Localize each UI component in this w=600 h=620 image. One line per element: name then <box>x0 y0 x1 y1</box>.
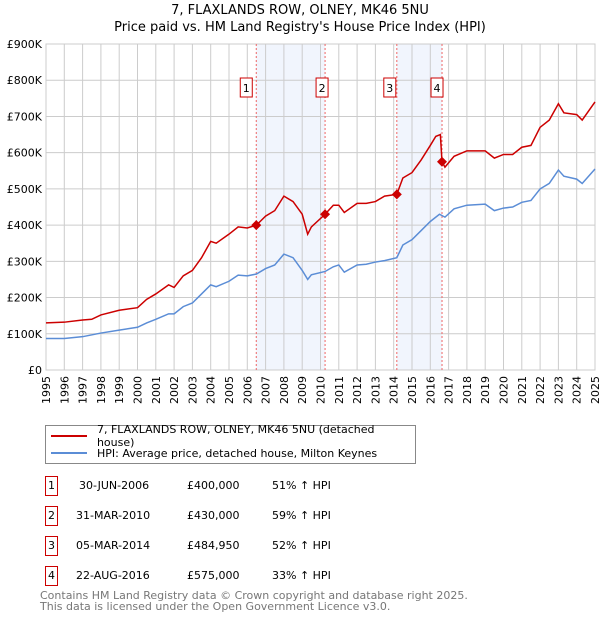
y-tick-label: £0 <box>28 364 42 377</box>
x-tick-label: 2011 <box>333 376 346 404</box>
x-tick-label: 2001 <box>150 376 163 404</box>
transaction-hpi-diff: 33% ↑ HPI <box>272 569 331 582</box>
transaction-date: 05-MAR-2014 <box>76 539 151 552</box>
transaction-number: 4 <box>45 566 58 586</box>
shaded-range <box>396 44 443 370</box>
x-tick-label: 2015 <box>406 376 419 404</box>
footer-line: Contains HM Land Registry data © Crown c… <box>40 589 468 602</box>
transaction-row: 2 31-MAR-2010 £430,000 59% ↑ HPI <box>45 506 445 526</box>
y-tick-label: £300K <box>7 255 43 268</box>
transaction-number: 3 <box>45 536 58 556</box>
transaction-row: 1 30-JUN-2006 £400,000 51% ↑ HPI <box>45 476 445 496</box>
x-tick-label: 2014 <box>388 376 401 404</box>
x-tick-label: 2007 <box>260 376 273 404</box>
x-tick-label: 2022 <box>534 376 547 404</box>
transaction-row: 3 05-MAR-2014 £484,950 52% ↑ HPI <box>45 536 445 556</box>
plot-frame <box>45 43 596 371</box>
x-tick-label: 2006 <box>241 376 254 404</box>
x-tick-label: 2000 <box>132 376 145 404</box>
x-tick-label: 2004 <box>205 376 218 404</box>
x-tick-label: 2020 <box>498 376 511 404</box>
transaction-marker <box>391 189 402 200</box>
chart-subtitle: Price paid vs. HM Land Registry's House … <box>114 20 486 35</box>
legend-item-property: 7, FLAXLANDS ROW, OLNEY, MK46 5NU (detac… <box>51 423 415 449</box>
y-tick-label: £600K <box>7 147 43 160</box>
y-tick-label: £800K <box>7 74 43 87</box>
legend: 7, FLAXLANDS ROW, OLNEY, MK46 5NU (detac… <box>45 423 416 464</box>
x-tick-label: 2019 <box>479 376 492 404</box>
transaction-hpi-diff: 59% ↑ HPI <box>272 509 331 522</box>
x-tick-label: 2021 <box>516 376 529 404</box>
transaction-label-box <box>430 77 444 98</box>
transaction-label-box <box>383 77 397 98</box>
x-tick-label: 1998 <box>95 376 108 404</box>
transaction-label: 3 <box>386 82 393 95</box>
x-tick-label: 1999 <box>113 376 126 404</box>
footer-line: This data is licensed under the Open Gov… <box>40 600 391 613</box>
transaction-price: £430,000 <box>187 509 240 522</box>
x-tick-label: 1996 <box>58 376 71 404</box>
x-tick-label: 1997 <box>77 376 90 404</box>
x-tick-label: 2005 <box>223 376 236 404</box>
x-tick-label: 2010 <box>315 376 328 404</box>
chart-plot: 1995 1996 1997 1998 1999 2000 2001 2002 2003 2004… <box>7 38 600 404</box>
transaction-date: 30-JUN-2006 <box>79 479 150 492</box>
x-tick-label: 2013 <box>369 376 382 404</box>
x-tick-label: 2016 <box>424 376 437 404</box>
transaction-date: 22-AUG-2016 <box>76 569 150 582</box>
y-tick-label: £100K <box>7 328 43 341</box>
transaction-price: £484,950 <box>187 539 240 552</box>
transaction-hpi-diff: 51% ↑ HPI <box>272 479 331 492</box>
x-tick-label: 2024 <box>571 376 584 404</box>
transaction-label-box <box>239 77 253 98</box>
x-tick-label: 2025 <box>589 376 600 404</box>
x-tick-label: 2002 <box>168 376 181 404</box>
x-tick-label: 2008 <box>278 376 291 404</box>
transaction-hpi-diff: 52% ↑ HPI <box>272 539 331 552</box>
transaction-price: £575,000 <box>187 569 240 582</box>
transaction-number: 2 <box>45 506 58 526</box>
legend-item-hpi: HPI: Average price, detached house, Milt… <box>51 445 377 461</box>
y-tick-label: £900K <box>7 38 43 51</box>
x-tick-label: 2003 <box>186 376 199 404</box>
transaction-label-box <box>315 77 329 98</box>
y-tick-label: £400K <box>7 219 43 232</box>
transaction-marker <box>320 209 331 220</box>
transaction-number: 1 <box>45 476 58 496</box>
legend-swatch <box>51 452 87 454</box>
x-tick-label: 2017 <box>443 376 456 404</box>
transaction-label: 1 <box>243 82 250 95</box>
transaction-label: 4 <box>434 82 441 95</box>
x-tick-label: 2009 <box>296 376 309 404</box>
transaction-marker <box>251 220 262 231</box>
transaction-marker <box>437 156 448 167</box>
x-tick-label: 2023 <box>552 376 565 404</box>
transaction-row: 4 22-AUG-2016 £575,000 33% ↑ HPI <box>45 566 445 586</box>
transaction-label: 2 <box>319 82 326 95</box>
hpi-line <box>46 168 596 340</box>
transaction-price: £400,000 <box>187 479 240 492</box>
legend-label: 7, FLAXLANDS ROW, OLNEY, MK46 5NU (detac… <box>96 423 375 449</box>
x-tick-label: 2018 <box>461 376 474 404</box>
property-line <box>45 101 596 324</box>
y-tick-label: £200K <box>7 292 43 305</box>
legend-swatch <box>51 435 87 437</box>
y-tick-label: £700K <box>7 110 43 123</box>
legend-label: HPI: Average price, detached house, Milt… <box>97 446 378 460</box>
chart-title: 7, FLAXLANDS ROW, OLNEY, MK46 5NU <box>171 3 429 18</box>
y-tick-label: £500K <box>7 183 43 196</box>
x-tick-label: 2012 <box>351 376 364 404</box>
transaction-date: 31-MAR-2010 <box>76 509 151 522</box>
x-tick-label: 1995 <box>40 376 53 404</box>
shaded-range <box>256 44 326 370</box>
